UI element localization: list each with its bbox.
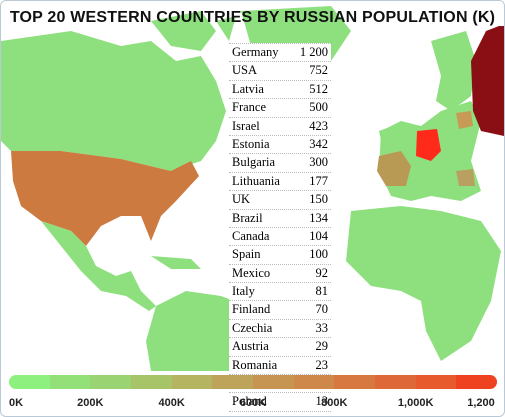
country-name: Austria — [232, 339, 269, 354]
table-row: Israel 423 — [229, 118, 331, 136]
country-name: UK — [232, 192, 251, 207]
caribbean — [151, 256, 201, 269]
population: 150 — [309, 192, 328, 207]
table-row: Mexico 92 — [229, 265, 331, 284]
scale-step — [49, 375, 91, 389]
scale-label: 200K — [77, 397, 104, 409]
country-name: Mexico — [232, 265, 271, 280]
country-name: Estonia — [232, 136, 270, 151]
country-name: Romania — [232, 357, 278, 372]
population: 92 — [315, 265, 329, 280]
country-name: Brazil — [232, 210, 263, 225]
scale-step — [293, 375, 335, 389]
population: 70 — [315, 302, 329, 317]
scale-step — [212, 375, 254, 389]
country-name: Poland — [232, 394, 267, 409]
france — [377, 151, 411, 186]
population: 134 — [309, 210, 328, 225]
table-row: UK 150 — [229, 191, 331, 210]
scale-step — [415, 375, 457, 389]
table-row: Romania 23 — [229, 357, 331, 376]
country-name: Latvia — [232, 81, 264, 96]
table-row: France 500 — [229, 99, 331, 118]
population: 300 — [309, 155, 328, 170]
population: 500 — [309, 100, 328, 115]
scale-step — [456, 375, 497, 389]
country-name: Lithuania — [232, 173, 280, 188]
table-row: Germany 1 200 — [229, 43, 331, 63]
population: 1 200 — [299, 45, 328, 59]
table-row: USA 752 — [229, 62, 331, 81]
africa — [346, 206, 501, 361]
germany — [416, 129, 441, 161]
country-name: France — [232, 100, 267, 115]
ranking-table: Germany 1 200 USA 752 Latvia 512 France 500 Isra… — [229, 43, 331, 412]
population: 13 — [315, 394, 329, 409]
population: 81 — [315, 284, 329, 299]
table-row: Finland 70 — [229, 301, 331, 320]
scale-label: 400K — [158, 397, 185, 409]
canada — [1, 31, 226, 171]
population: 23 — [315, 357, 329, 372]
country-name: Czechia — [232, 320, 273, 335]
population: 512 — [309, 81, 328, 96]
scale-step — [334, 375, 376, 389]
country-name: Israel — [232, 118, 260, 133]
population: 104 — [309, 228, 328, 243]
table-row: Latvia 512 — [229, 81, 331, 100]
table-row: Poland 13 — [229, 393, 331, 412]
scale-step — [253, 375, 294, 389]
scale-label: 1,000K — [397, 397, 434, 409]
population: 342 — [309, 136, 328, 151]
table-row: Bulgaria 300 — [229, 154, 331, 173]
population: 177 — [309, 173, 328, 188]
russia — [471, 26, 504, 136]
country-name: Germany — [232, 45, 279, 59]
table-row: Canada 104 — [229, 228, 331, 247]
color-scale — [9, 375, 497, 389]
population: 100 — [309, 247, 328, 262]
country-name: Bulgaria — [232, 155, 276, 170]
arctic-islands — [151, 11, 236, 51]
population: 423 — [309, 118, 328, 133]
table-row: Brazil 134 — [229, 210, 331, 228]
uk — [379, 126, 396, 149]
population: 752 — [309, 63, 328, 78]
map-title: TOP 20 WESTERN COUNTRIES BY RUSSIAN POPU… — [9, 9, 496, 26]
scale-label: 1,200 — [467, 397, 495, 409]
mexico — [41, 221, 156, 311]
scale-label: 600K — [239, 397, 267, 409]
table-row: Lithuania 177 — [229, 173, 331, 192]
table-row: Czechia 33 — [229, 320, 331, 339]
scale-label: 800K — [321, 397, 348, 409]
population: 33 — [315, 320, 329, 335]
table-row: Austria 29 — [229, 338, 331, 357]
scale-step — [131, 375, 172, 389]
baltics — [456, 111, 473, 129]
scandinavia — [431, 31, 476, 111]
country-name: Italy — [232, 284, 255, 299]
scale-label: 0K — [8, 397, 24, 409]
population: 29 — [315, 339, 329, 354]
country-name: Finland — [232, 302, 271, 317]
table-row: Spain 100 — [229, 246, 331, 265]
scale-step — [171, 375, 213, 389]
scale-step — [375, 375, 416, 389]
country-name: Spain — [232, 247, 261, 262]
table-row: Italy 81 — [229, 283, 331, 302]
scale-step — [90, 375, 132, 389]
bulgaria — [456, 169, 475, 186]
table-row: Estonia 342 — [229, 136, 331, 155]
scale-step — [9, 375, 50, 389]
country-name: Canada — [232, 228, 270, 243]
usa — [11, 151, 199, 246]
country-name: USA — [232, 63, 258, 78]
